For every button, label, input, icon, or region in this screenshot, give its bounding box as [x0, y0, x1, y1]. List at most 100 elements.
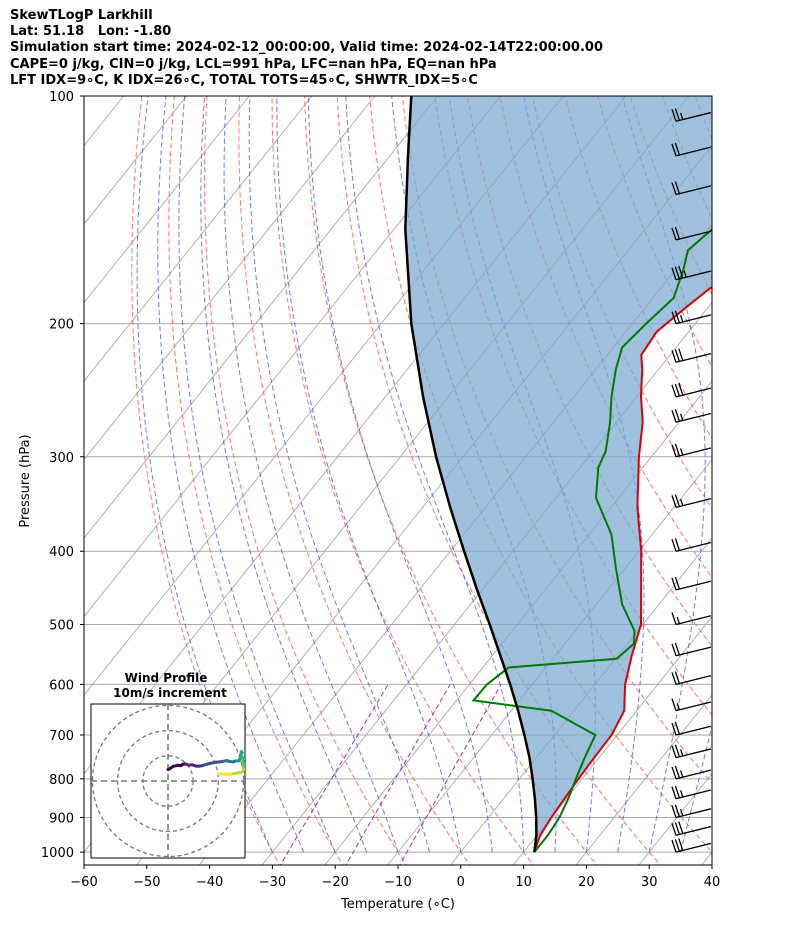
y-tick-label: 900: [49, 812, 74, 827]
wind-barb-feather: [674, 310, 681, 323]
wind-barb-feather: [674, 804, 681, 817]
wind-barb: [671, 142, 712, 157]
y-tick-label: 700: [49, 729, 74, 744]
wind-barb: [671, 785, 712, 800]
wind-barb: [671, 538, 712, 552]
wind-barb: [671, 494, 712, 509]
isotherm-line: [84, 96, 376, 461]
x-tick-label: 20: [578, 875, 595, 890]
wind-barb-feather: [679, 790, 684, 798]
wind-barb-feather: [671, 643, 677, 657]
wind-barb-feather: [674, 142, 681, 156]
moist-adiabat-line: [276, 96, 462, 853]
wind-barb: [671, 181, 712, 196]
dry-adiabat-line: [271, 96, 534, 865]
wind-barb-feather: [674, 721, 681, 735]
dry-adiabat-line: [336, 96, 661, 865]
wind-barb-shaft: [675, 825, 712, 836]
dewpoint-line: [471, 228, 712, 853]
wind-barb: [671, 744, 712, 759]
y-tick-label: 300: [49, 451, 74, 466]
wind-barb-feather: [674, 443, 681, 457]
x-tick-label: −10: [384, 875, 411, 890]
wind-barb-shaft: [675, 498, 712, 509]
wind-barb-shaft: [675, 352, 712, 363]
dry-adiabat-line: [203, 96, 407, 865]
cape-fill-layer: [405, 96, 712, 853]
wind-barb-shaft: [675, 185, 712, 196]
wind-barb-feather: [679, 809, 684, 817]
dry-adiabat-line: [304, 96, 598, 865]
wind-barb-feather: [671, 577, 677, 591]
wind-barb: [671, 108, 712, 122]
wind-barb-feather: [671, 786, 677, 799]
y-tick-label: 200: [49, 318, 74, 333]
mixing-ratio-line: [345, 684, 451, 865]
wind-barb: [671, 348, 712, 363]
x-tick-label: 10: [515, 875, 532, 890]
wind-barb-feather: [671, 612, 677, 625]
wind-barb-feather: [671, 672, 677, 685]
wind-barb-feather: [671, 227, 677, 241]
wind-barb-shaft: [675, 314, 712, 325]
wind-barb-feather: [674, 785, 681, 799]
wind-barb-feather: [671, 805, 677, 818]
wind-barb: [671, 265, 712, 281]
wind-barb-feather: [671, 539, 677, 552]
wind-barb-feather: [671, 444, 677, 457]
x-tick-label: −50: [133, 875, 160, 890]
hodograph-subtitle: 10m/s increment: [113, 686, 227, 700]
wind-barb-shaft: [675, 646, 712, 657]
y-axis-label: Pressure (hPa): [18, 434, 33, 527]
moist-adiabat-line: [136, 96, 273, 853]
wind-barb-feather: [671, 495, 677, 508]
x-tick-label: 40: [704, 875, 721, 890]
wind-barb-feather: [678, 382, 684, 396]
wind-barb-feather: [671, 409, 677, 423]
wind-barb-feather: [671, 311, 677, 324]
wind-barb: [671, 804, 712, 819]
title-latlon: Lat: 51.18 Lon: -1.80: [10, 24, 172, 40]
moist-adiabat-line: [307, 96, 493, 853]
wind-barb-feather: [674, 538, 681, 551]
wind-barb: [671, 576, 712, 591]
wind-barb-shaft: [675, 447, 712, 458]
wind-barb-feather: [676, 703, 681, 711]
y-tick-label: 1000: [41, 846, 74, 861]
wind-barb-feather: [671, 766, 677, 780]
dry-adiabat-line: [131, 96, 280, 865]
wind-barb-shaft: [675, 789, 712, 800]
wind-barb-shaft: [675, 541, 712, 552]
wind-barb-feather: [674, 383, 681, 397]
wind-barb-feather: [676, 616, 681, 624]
moist-adiabat-line: [621, 96, 706, 853]
moist-adiabat-line: [157, 96, 305, 853]
wind-barb-shaft: [675, 769, 712, 780]
wind-barb-feather: [679, 770, 684, 778]
wind-barb: [671, 765, 712, 780]
title-cape: CAPE=0 j/kg, CIN=0 j/kg, LCL=991 hPa, LF…: [10, 56, 497, 72]
x-tick-label: −20: [321, 875, 348, 890]
wind-barb-feather: [678, 348, 684, 361]
dry-adiabat-line: [728, 96, 794, 868]
wind-barb-feather: [671, 698, 677, 711]
wind-barb: [671, 443, 712, 458]
cape-cin-fill: [405, 96, 712, 853]
wind-barb: [671, 642, 712, 657]
wind-barb-feather: [683, 270, 687, 278]
wind-barb-feather: [671, 722, 677, 736]
isotherm-line: [575, 694, 712, 865]
wind-barb-shaft: [675, 842, 712, 853]
wind-barb-feather: [679, 448, 684, 456]
isotherm-line: [84, 96, 439, 539]
wind-barb-feather: [671, 350, 677, 363]
wind-barb-feather: [674, 409, 681, 422]
wind-barb-shaft: [675, 675, 712, 686]
wind-barb-feather: [679, 112, 684, 120]
moist-adiabat-line: [178, 96, 336, 853]
isotherm-line: [387, 458, 712, 865]
wind-barb-feather: [679, 315, 684, 323]
isotherm-line: [84, 96, 250, 304]
dry-adiabat-line: [531, 96, 712, 510]
